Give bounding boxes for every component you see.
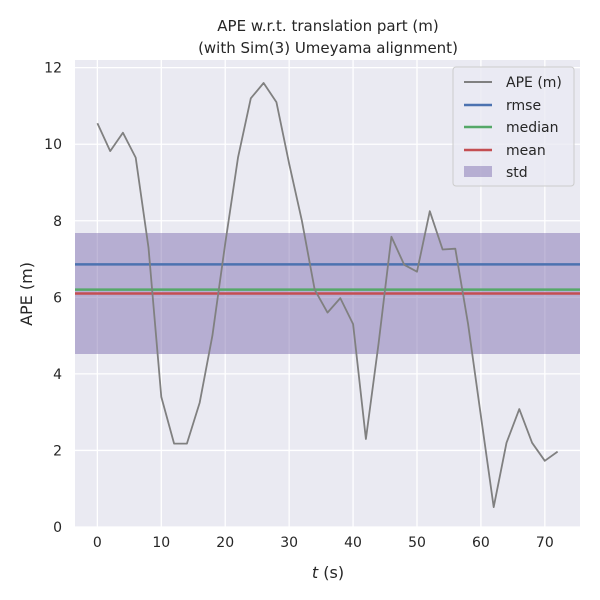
y-tick-label: 2 [53,443,62,459]
chart-subtitle: (with Sim(3) Umeyama alignment) [198,39,458,57]
x-tick-label: 20 [216,535,234,551]
legend-rmse-label: rmse [506,98,541,114]
x-tick-label: 0 [93,535,102,551]
y-tick-label: 0 [53,520,62,536]
ape-series-line [96,82,559,509]
chart-title: APE w.r.t. translation part (m) [217,17,438,35]
legend-median-label: median [506,120,558,136]
y-tick-label: 10 [44,137,62,153]
y-axis-label: APE (m) [17,262,36,326]
x-ticks: 0 10 20 30 40 50 60 70 [93,535,554,551]
y-ticks: 0 2 4 6 8 10 12 [44,61,62,536]
x-tick-label: 40 [344,535,362,551]
x-axis-label: t (s) [312,563,344,582]
x-axis-label-symbol: t [312,563,319,582]
legend-std-swatch [464,166,492,177]
legend-std-label: std [506,165,528,181]
x-axis-label-unit: (s) [318,563,344,582]
legend-ape-label: APE (m) [506,75,562,91]
stat-lines [75,263,580,295]
x-tick-label: 30 [280,535,298,551]
x-tick-label: 50 [408,535,426,551]
y-tick-label: 4 [53,367,62,383]
y-tick-label: 8 [53,214,62,230]
y-tick-label: 6 [53,290,62,306]
x-tick-label: 70 [536,535,554,551]
x-tick-label: 60 [472,535,490,551]
x-tick-label: 10 [152,535,170,551]
series-layer [96,82,559,509]
y-tick-label: 12 [44,61,62,77]
legend-box [452,66,575,187]
legend-mean-label: mean [506,143,546,159]
legend: APE (m) rmse median mean std [452,66,575,187]
